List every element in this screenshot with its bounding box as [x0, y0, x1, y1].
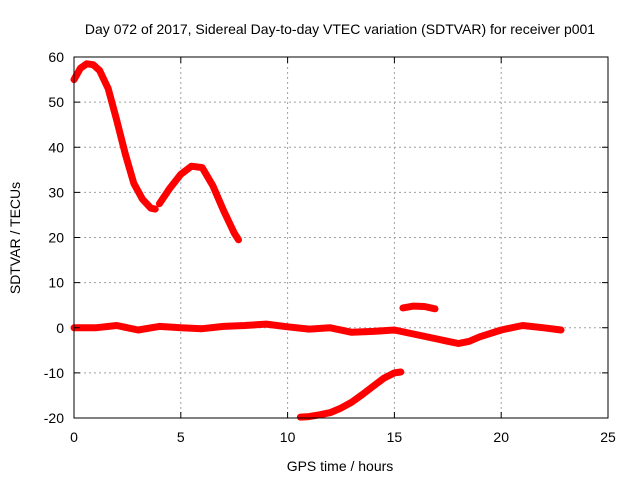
x-tick-label: 25 [600, 429, 616, 445]
series-baseline [70, 320, 565, 347]
y-axis-label: SDTVAR / TECUs [7, 182, 23, 294]
x-tick-label: 0 [70, 429, 78, 445]
y-tick-label: -20 [44, 410, 64, 426]
chart-title: Day 072 of 2017, Sidereal Day-to-day VTE… [85, 21, 595, 37]
x-tick-label: 10 [280, 429, 296, 445]
y-tick-label: 50 [48, 94, 64, 110]
x-tick-label: 20 [493, 429, 509, 445]
x-tick-label: 15 [387, 429, 403, 445]
y-tick-label: 30 [48, 184, 64, 200]
series-layer [70, 60, 565, 421]
x-tick-label: 5 [177, 429, 185, 445]
y-tick-label: 40 [48, 139, 64, 155]
series-arc-1 [70, 60, 159, 213]
grid [74, 57, 608, 418]
axis-ticks: 0 5 10 15 20 25 -20 -10 0 10 20 30 40 50 60 [44, 49, 616, 445]
series-arc-3 [399, 302, 439, 313]
y-tick-label: 10 [48, 275, 64, 291]
y-tick-label: -10 [44, 365, 64, 381]
y-tick-label: 20 [48, 230, 64, 246]
series-arc-4 [296, 368, 405, 421]
x-axis-label: GPS time / hours [287, 458, 394, 474]
y-tick-label: 60 [48, 49, 64, 65]
y-tick-label: 0 [56, 320, 64, 336]
series-arc-2 [155, 162, 242, 244]
